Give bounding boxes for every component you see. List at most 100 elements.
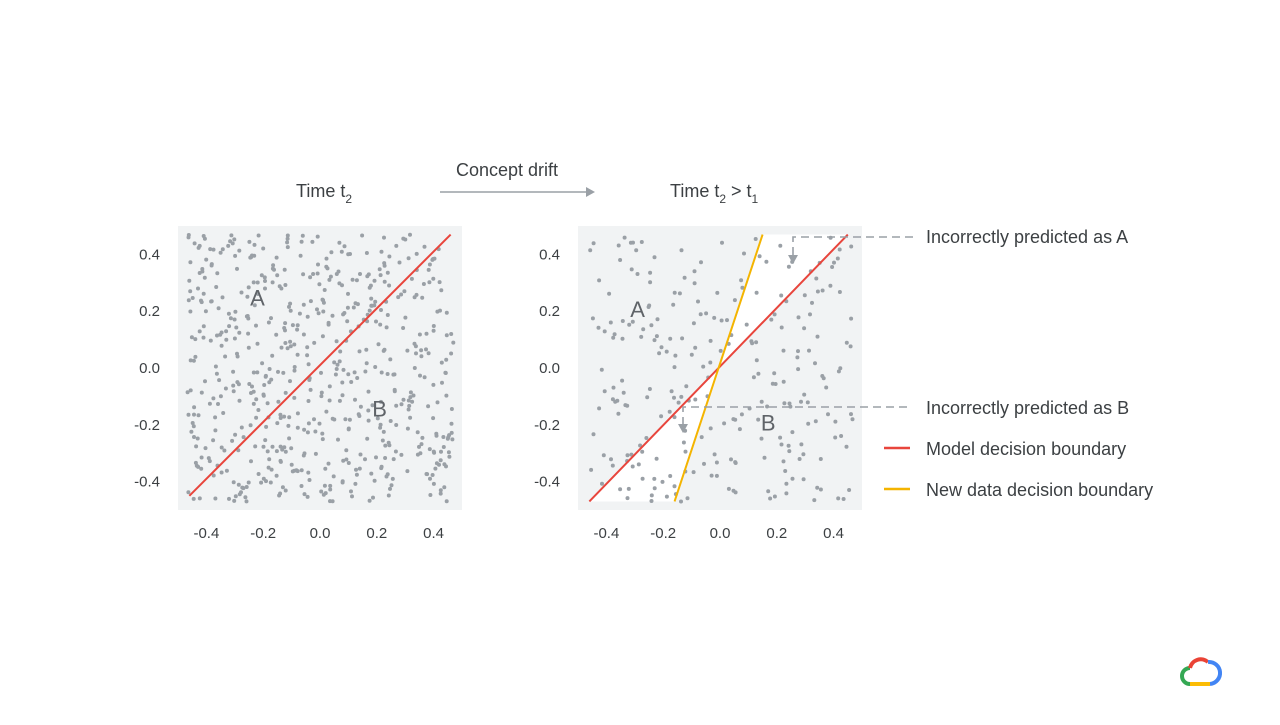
scatter-point [326, 320, 331, 325]
scatter-point [305, 353, 310, 358]
scatter-point [634, 248, 639, 253]
scatter-point [302, 427, 307, 432]
scatter-point [657, 351, 662, 356]
scatter-point [199, 390, 204, 395]
scatter-point [285, 233, 290, 238]
y-tick-label: -0.4 [134, 474, 160, 491]
scatter-point [782, 401, 787, 406]
scatter-point [340, 380, 345, 385]
scatter-point [681, 440, 686, 445]
scatter-point [704, 311, 709, 316]
scatter-point [447, 433, 452, 438]
scatter-point [211, 438, 216, 443]
scatter-point [444, 357, 449, 362]
scatter-point [324, 409, 329, 414]
scatter-point [283, 449, 288, 454]
scatter-point [630, 464, 635, 469]
scatter-point [346, 461, 351, 465]
scatter-point [223, 354, 228, 359]
scatter-point [357, 466, 362, 471]
scatter-point [620, 336, 625, 341]
scatter-point [264, 424, 269, 429]
scatter-point [186, 298, 191, 303]
scatter-point [334, 367, 339, 371]
scatter-point [349, 489, 353, 494]
scatter-point [433, 466, 438, 471]
scatter-point [274, 332, 279, 337]
scatter-point [824, 385, 829, 390]
scatter-point [836, 496, 841, 501]
scatter-point [209, 299, 214, 304]
scatter-point [307, 478, 312, 482]
scatter-point [731, 417, 736, 422]
scatter-point [264, 479, 268, 484]
scatter-point [276, 399, 281, 404]
scatter-point [796, 349, 800, 354]
scatter-point [336, 269, 341, 274]
scatter-point [438, 491, 443, 496]
scatter-point [673, 353, 678, 358]
scatter-point [328, 274, 333, 279]
x-tick-label: -0.4 [593, 525, 619, 542]
scatter-point [219, 343, 224, 348]
scatter-point [287, 436, 292, 441]
scatter-point [431, 324, 436, 328]
scatter-point [283, 283, 288, 287]
scatter-point [344, 448, 349, 453]
scatter-point [363, 369, 368, 374]
scatter-point [203, 446, 208, 451]
scatter-point [227, 496, 231, 501]
scatter-point [292, 365, 297, 369]
scatter-point [342, 244, 347, 249]
scatter-point [215, 271, 220, 276]
scatter-point [676, 400, 681, 405]
scatter-point [839, 434, 844, 438]
scatter-point [722, 421, 727, 426]
scatter-point [399, 292, 404, 297]
scatter-point [611, 335, 616, 340]
scatter-point [609, 457, 613, 462]
scatter-point [305, 494, 310, 499]
scatter-point [427, 447, 432, 452]
scatter-point [754, 340, 759, 345]
right-chart-title: Time t2 > t1 [670, 181, 759, 206]
scatter-point [672, 395, 676, 400]
scatter-point [616, 243, 621, 248]
scatter-point [414, 351, 418, 356]
scatter-point [815, 334, 820, 339]
scatter-point [285, 346, 290, 351]
scatter-point [294, 468, 299, 473]
scatter-point [379, 308, 383, 312]
scatter-point [385, 313, 390, 317]
scatter-point [692, 281, 697, 286]
scatter-point [226, 243, 231, 248]
scatter-point [751, 375, 756, 380]
scatter-point [802, 326, 807, 331]
scatter-point [668, 474, 673, 478]
scatter-point [638, 443, 643, 448]
scatter-point [295, 425, 300, 430]
scatter-point [409, 276, 414, 281]
scatter-point [399, 402, 404, 407]
scatter-point [283, 341, 288, 345]
scatter-point [316, 311, 321, 316]
scatter-point [319, 370, 323, 375]
scatter-point [664, 349, 669, 354]
scatter-point [315, 234, 320, 239]
scatter-point [802, 293, 807, 298]
annotation-a-arrowhead [788, 255, 798, 264]
scatter-point [201, 234, 206, 238]
scatter-point [620, 319, 625, 323]
scatter-point [211, 396, 216, 401]
scatter-point [265, 449, 270, 454]
scatter-point [848, 344, 853, 349]
scatter-point [366, 408, 371, 413]
scatter-point [440, 380, 444, 385]
scatter-point [218, 394, 223, 399]
scatter-point [787, 401, 792, 406]
scatter-point [306, 399, 311, 403]
scatter-point [427, 280, 432, 285]
scatter-point [350, 277, 355, 282]
scatter-point [799, 399, 803, 404]
scatter-point [765, 404, 770, 409]
